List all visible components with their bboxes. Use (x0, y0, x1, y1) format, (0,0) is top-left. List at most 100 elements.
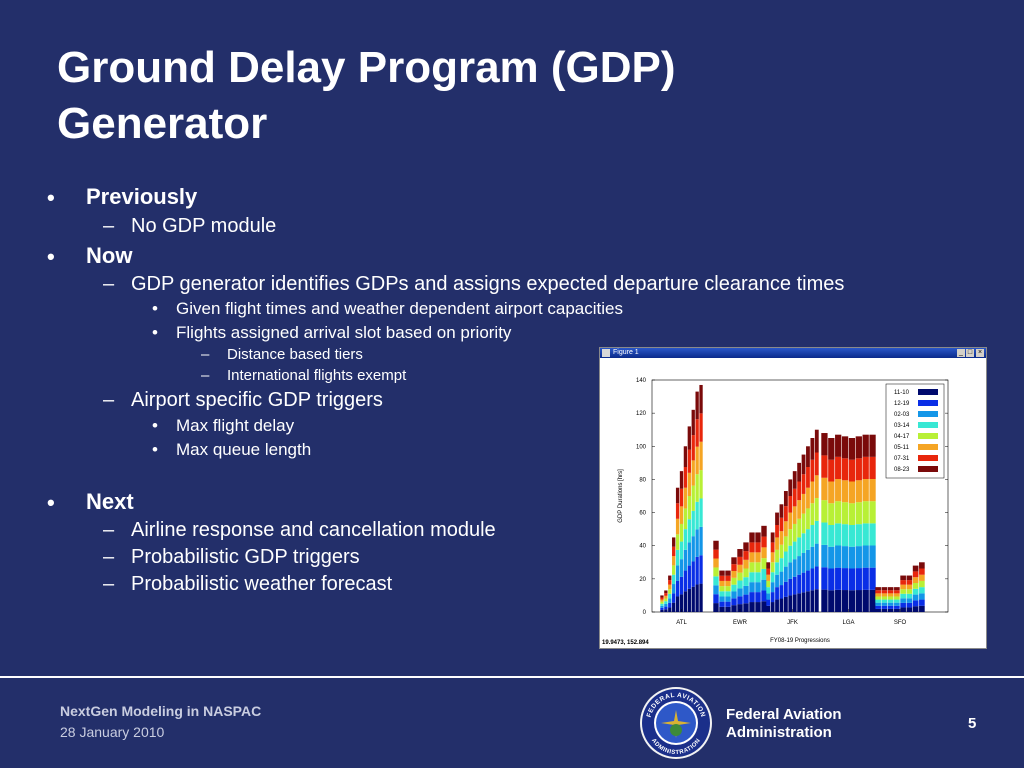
bar-segment-lga-04-17 (848, 503, 856, 525)
bar-segment-atl-02-03 (699, 526, 703, 556)
bar-segment-ewr-03-14 (713, 576, 719, 586)
bullet-previously: Previously (86, 184, 198, 209)
bar-segment-sfo-05-11 (881, 593, 888, 597)
bar-segment-sfo-05-11 (875, 593, 881, 597)
bar-segment-jfk-04-17 (806, 508, 810, 530)
bar-segment-atl-11-10 (672, 602, 676, 612)
bar-segment-atl-05-11 (695, 446, 699, 475)
bar-segment-lga-11-10 (828, 590, 835, 612)
bar-segment-atl-02-03 (679, 559, 684, 577)
bar-segment-lga-03-14 (841, 524, 849, 547)
bar-segment-atl-03-14 (660, 603, 664, 606)
x-tick-label: JFK (787, 620, 798, 626)
bar-segment-ewr-05-11 (743, 559, 749, 569)
bullet-international-exempt: International flights exempt (227, 367, 407, 384)
bullet-distance-tiers: Distance based tiers (227, 346, 363, 363)
bar-segment-sfo-03-14 (875, 599, 881, 603)
page-number: 5 (968, 715, 977, 732)
bar-segment-jfk-05-11 (779, 531, 784, 545)
bar-segment-lga-02-03 (862, 545, 869, 568)
bar-segment-sfo-12-19 (887, 605, 894, 609)
bar-segment-ewr-04-17 (719, 586, 725, 592)
dash-marker: – (201, 367, 210, 384)
bar-segment-atl-07-31 (660, 597, 664, 600)
bar-segment-lga-08-23 (835, 434, 842, 457)
bar-segment-atl-05-11 (664, 595, 668, 599)
bar-segment-atl-03-14 (683, 529, 688, 550)
bar-segment-jfk-12-19 (810, 568, 815, 591)
bar-segment-atl-07-31 (668, 580, 672, 585)
bar-segment-sfo-11-10 (919, 605, 925, 612)
close-button[interactable]: × (976, 349, 984, 357)
agency-line-2: Administration (726, 724, 832, 741)
bar-segment-atl-05-11 (687, 472, 691, 496)
bar-segment-jfk-05-11 (814, 475, 819, 499)
bar-segment-lga-11-10 (862, 589, 869, 612)
bar-segment-ewr-04-17 (761, 558, 767, 569)
bar-segment-lga-07-31 (828, 459, 835, 482)
bar-segment-sfo-04-17 (900, 589, 906, 594)
bar-segment-lga-12-19 (828, 568, 835, 591)
bar-segment-jfk-11-10 (792, 594, 797, 612)
bullet-prob-gdp-triggers: Probabilistic GDP triggers (131, 546, 360, 568)
bar-segment-jfk-08-23 (783, 491, 788, 507)
bar-segment-lga-08-23 (869, 434, 876, 457)
bar-segment-atl-08-23 (691, 409, 695, 436)
figure-titlebar[interactable]: Figure 1 _ □ × (600, 348, 986, 358)
bar-segment-lga-04-17 (821, 500, 828, 523)
bar-segment-ewr-07-31 (719, 575, 725, 581)
bar-segment-jfk-08-23 (806, 446, 810, 467)
y-tick-label: 20 (639, 577, 646, 583)
bar-segment-jfk-12-19 (801, 572, 806, 593)
bar-segment-lga-03-14 (821, 522, 828, 545)
bar-segment-atl-05-11 (691, 460, 695, 486)
y-axis-label: GDP Durations [hrs] (618, 469, 624, 523)
bar-segment-atl-12-19 (675, 580, 680, 597)
bar-segment-lga-05-11 (848, 481, 856, 504)
bar-segment-lga-11-10 (835, 589, 842, 612)
dash-marker: – (103, 273, 115, 295)
bar-segment-atl-03-14 (691, 510, 695, 537)
bar-segment-atl-04-17 (672, 565, 676, 575)
minimize-button[interactable]: _ (957, 349, 965, 357)
bar-segment-sfo-04-17 (881, 596, 888, 600)
bar-segment-sfo-08-23 (875, 587, 881, 591)
bar-segment-atl-11-10 (695, 584, 699, 612)
legend-swatch (918, 389, 938, 395)
bar-segment-ewr-04-17 (731, 577, 737, 585)
bar-segment-jfk-03-14 (806, 529, 810, 550)
bar-segment-atl-03-14 (695, 501, 699, 530)
bullet-no-gdp-module: No GDP module (131, 215, 277, 237)
bar-segment-sfo-02-03 (919, 593, 925, 600)
dash-marker: – (201, 346, 210, 363)
bar-segment-atl-08-23 (695, 391, 699, 420)
bar-segment-jfk-03-14 (783, 551, 788, 567)
bar-segment-jfk-11-10 (814, 589, 819, 612)
bar-segment-sfo-04-17 (887, 596, 894, 600)
footer-title: NextGen Modeling in NASPAC (60, 703, 262, 719)
bar-segment-jfk-05-11 (775, 537, 779, 550)
bar-segment-ewr-11-10 (743, 603, 749, 612)
bar-segment-ewr-12-19 (719, 601, 725, 607)
bar-segment-jfk-04-17 (770, 562, 775, 573)
bar-segment-sfo-03-14 (900, 593, 906, 599)
bar-segment-jfk-05-11 (801, 493, 806, 514)
bar-segment-atl-11-10 (687, 588, 691, 612)
bar-segment-ewr-03-14 (755, 572, 761, 583)
bar-segment-sfo-05-11 (900, 584, 906, 590)
bar-segment-jfk-05-11 (766, 574, 771, 581)
bar-segment-jfk-07-31 (801, 474, 806, 494)
bar-segment-sfo-05-11 (919, 574, 925, 581)
maximize-button[interactable]: □ (966, 349, 974, 357)
bar-segment-atl-11-10 (679, 594, 684, 612)
bar-segment-ewr-03-14 (725, 591, 731, 597)
bar-segment-sfo-02-03 (887, 602, 894, 606)
legend-label: 12-19 (894, 401, 910, 407)
bar-segment-jfk-07-31 (806, 467, 810, 488)
bar-segment-lga-11-10 (869, 589, 876, 612)
bar-segment-jfk-03-14 (810, 525, 815, 547)
bar-segment-ewr-08-23 (755, 532, 761, 543)
dash-marker: – (103, 519, 115, 541)
bar-segment-ewr-11-10 (761, 601, 767, 612)
bar-segment-ewr-12-19 (713, 594, 719, 604)
